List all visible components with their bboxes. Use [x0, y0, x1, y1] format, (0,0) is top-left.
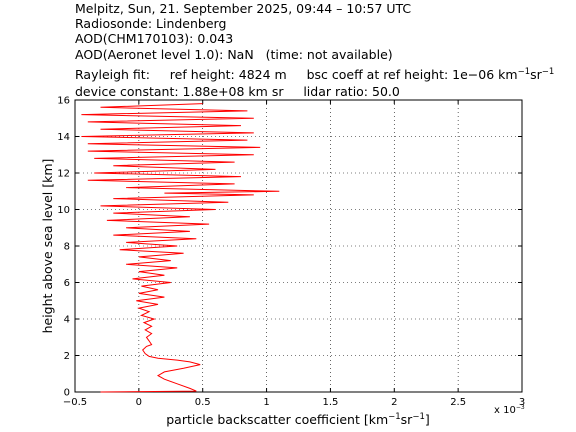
x-tick-label: 1.5: [322, 397, 338, 408]
title-location-date: Melpitz, Sun, 21. September 2025, 09:44 …: [75, 1, 412, 16]
rayleigh-fit-info: Rayleigh fit: ref height: 4824 m bsc coe…: [75, 67, 554, 82]
x-scale-factor: x 10−3: [494, 404, 525, 416]
rayleigh-fit-sup2: −1: [541, 67, 555, 77]
y-tick-label: 10: [57, 205, 70, 216]
y-tick-label: 12: [57, 169, 70, 180]
y-axis-label: height above sea level [km]: [40, 159, 55, 334]
plot-frame: [74, 99, 523, 393]
x-tick-label: 0.5: [195, 397, 211, 408]
x-tick-label: 3: [519, 397, 525, 408]
aod-chm-info: AOD(CHM170103): 0.043: [75, 31, 234, 46]
y-tick-label: 2: [64, 351, 70, 362]
x-tick-label: 0: [136, 397, 142, 408]
rayleigh-fit-sup1: −1: [517, 67, 531, 77]
y-tick-label: 14: [57, 132, 70, 143]
rayleigh-fit-text: Rayleigh fit: ref height: 4824 m bsc coe…: [75, 67, 518, 82]
x-axis-label: particle backscatter coefficient [km−1sr…: [166, 412, 430, 427]
radiosonde-info: Radiosonde: Lindenberg: [75, 16, 227, 31]
aod-aeronet-info: AOD(Aeronet level 1.0): NaN (time: not a…: [75, 47, 393, 62]
x-tick-label: −0.5: [63, 397, 87, 408]
y-tick-label: 0: [64, 388, 70, 399]
x-tick-label: 1: [263, 397, 269, 408]
x-tick-label: 2.5: [450, 397, 466, 408]
device-constant-info: device constant: 1.88e+08 km sr lidar ra…: [75, 84, 400, 99]
series-group: [81, 103, 280, 393]
x-tick-label: 2: [391, 397, 397, 408]
chart-grid: [75, 100, 522, 392]
rayleigh-fit-sr: sr: [530, 67, 542, 82]
y-tick-label: 6: [64, 278, 70, 289]
y-tick-label: 16: [57, 96, 70, 107]
y-tick-label: 4: [64, 315, 70, 326]
backscatter-profile-line: [81, 103, 280, 393]
y-tick-label: 8: [64, 242, 70, 253]
